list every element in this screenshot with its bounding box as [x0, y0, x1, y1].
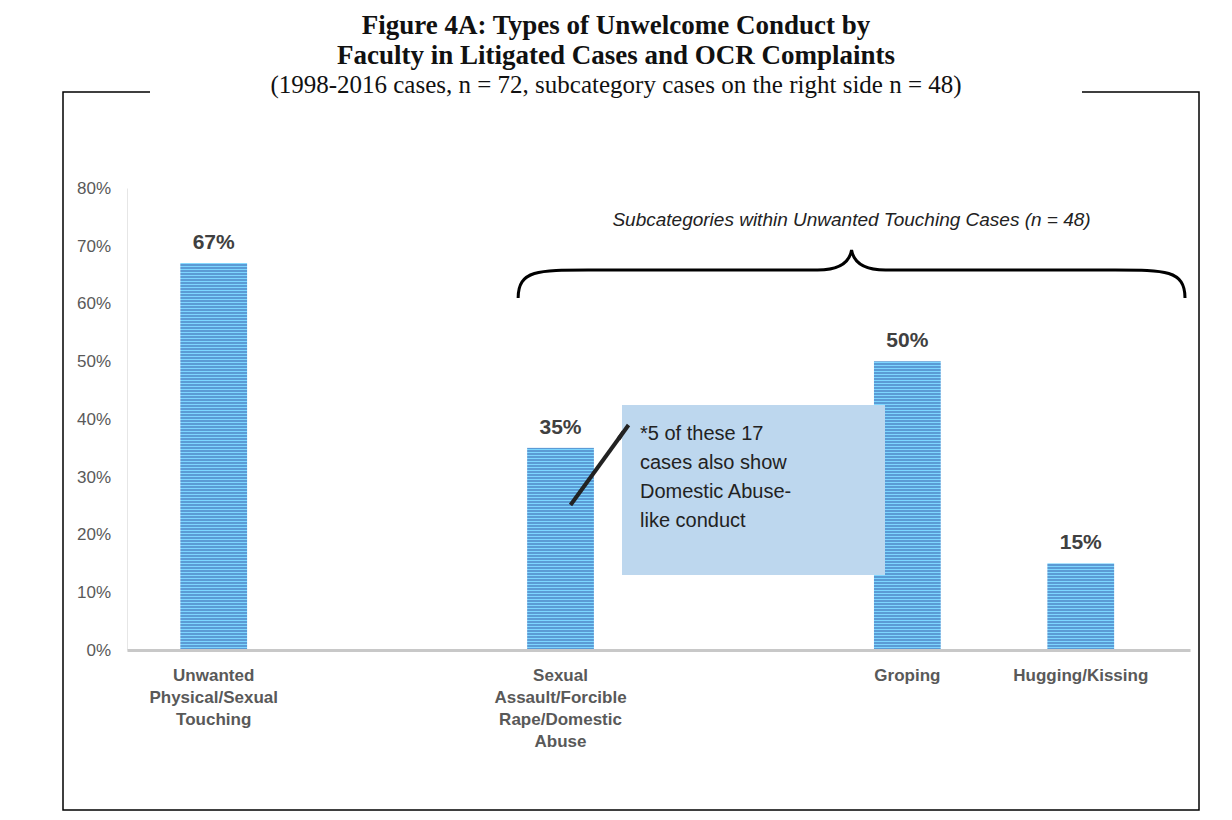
data-label: 35%: [540, 415, 582, 438]
callout-text: like conduct: [640, 509, 746, 531]
y-tick: 0%: [86, 641, 127, 660]
data-label: 50%: [886, 328, 928, 351]
x-tick-label: Groping: [874, 666, 940, 685]
chart-title: Faculty in Litigated Cases and OCR Compl…: [337, 40, 895, 70]
bar: [180, 263, 247, 650]
callout-box: [622, 405, 885, 575]
y-tick: 10%: [77, 583, 127, 602]
y-tick-label: 10%: [77, 583, 111, 602]
chart-frame: [63, 92, 1199, 810]
bar: [1047, 563, 1114, 650]
callout-text: cases also show: [640, 451, 787, 473]
x-tick-label-line: Physical/Sexual: [149, 688, 278, 707]
bar: [527, 448, 594, 650]
x-tick-label-line: Sexual: [533, 666, 588, 685]
x-tick-label-line: Hugging/Kissing: [1013, 666, 1148, 685]
y-tick: 20%: [77, 525, 127, 544]
x-tick-label: Hugging/Kissing: [1013, 666, 1148, 685]
brace: [518, 250, 1185, 298]
y-tick-label: 20%: [77, 525, 111, 544]
chart-subtitle: (1998-2016 cases, n = 72, subcategory ca…: [270, 71, 961, 99]
x-tick-label-line: Groping: [874, 666, 940, 685]
y-axis: 0% 10% 20% 30% 40% 50% 60% 70% 80%: [77, 179, 128, 660]
data-label: 67%: [193, 230, 235, 253]
x-tick-label-line: Unwanted: [173, 666, 254, 685]
y-axis-line: [127, 189, 128, 651]
y-tick-label: 30%: [77, 468, 111, 487]
y-tick: 60%: [77, 294, 127, 313]
x-tick: Hugging/Kissing: [1013, 650, 1148, 685]
subtitle-background: [150, 70, 1082, 100]
y-tick-label: 70%: [77, 237, 111, 256]
y-tick-label: 60%: [77, 294, 111, 313]
y-tick-label: 50%: [77, 352, 111, 371]
y-tick-label: 0%: [86, 641, 111, 660]
y-tick: 50%: [77, 352, 127, 371]
callout-leader: [571, 425, 629, 505]
x-tick-label-line: Rape/Domestic: [499, 710, 622, 729]
x-tick: Sexual Assault/Forcible Rape/Domestic Abuse: [494, 650, 626, 751]
chart: Figure 4A: Types of Unwelcome Conduct by…: [0, 0, 1232, 820]
callout-leader-tip: [619, 425, 629, 439]
x-tick-label: Unwanted Physical/Sexual Touching: [149, 666, 278, 729]
data-label: 15%: [1060, 530, 1102, 553]
x-tick-label: Sexual Assault/Forcible Rape/Domestic Abuse: [494, 666, 626, 751]
x-tick: Unwanted Physical/Sexual Touching: [149, 650, 278, 729]
y-tick: 40%: [77, 410, 127, 429]
y-tick: 70%: [77, 237, 127, 256]
callout-text: Domestic Abuse-: [640, 480, 791, 502]
annotation: Subcategories within Unwanted Touching C…: [612, 209, 1090, 230]
x-tick: Groping: [874, 650, 940, 685]
y-tick-label: 80%: [77, 179, 111, 198]
x-tick-label-line: Assault/Forcible: [494, 688, 626, 707]
x-axis-line: [128, 649, 1191, 652]
x-tick-label-line: Touching: [176, 710, 251, 729]
x-axis: Unwanted Physical/Sexual Touching Sexual Ass…: [128, 650, 1191, 751]
bars: [180, 263, 1114, 650]
y-tick: 80%: [77, 179, 127, 198]
y-tick-label: 40%: [77, 410, 111, 429]
x-tick-label-line: Abuse: [535, 732, 587, 751]
y-tick: 30%: [77, 468, 127, 487]
chart-title: Figure 4A: Types of Unwelcome Conduct by: [362, 10, 871, 40]
callout-text: *5 of these 17: [640, 422, 763, 444]
